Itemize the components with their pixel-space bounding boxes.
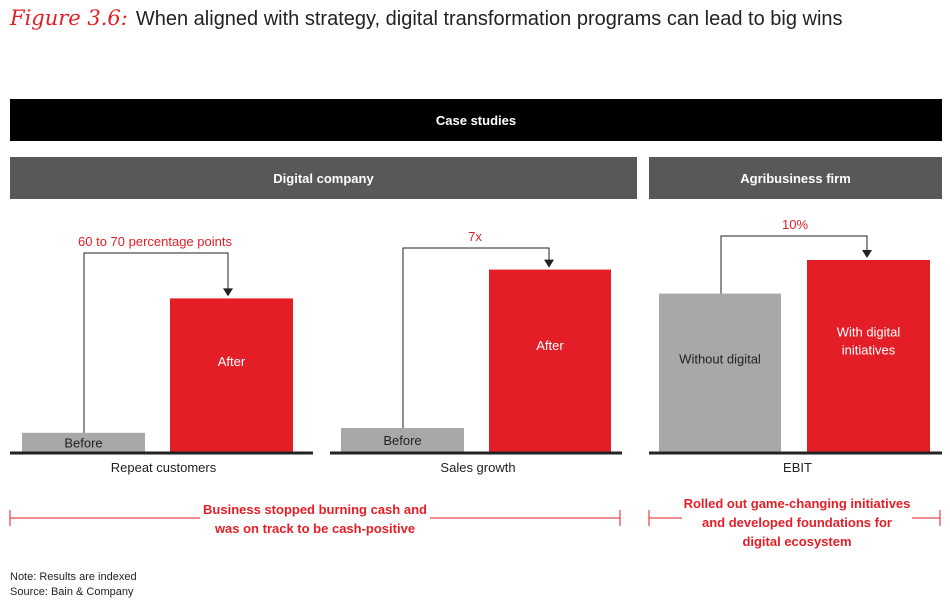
agribusiness-header: Agribusiness firm [649,157,942,199]
bar-label-1: Before [383,433,421,448]
bar-1 [341,428,464,452]
chart-panel-3: Without digital With digital initiatives EB… [649,217,942,475]
figure-title-text: When aligned with strategy, digital tran… [135,8,843,30]
digital-company-label: Digital company [273,170,374,186]
bracket-arrowhead [223,288,233,297]
change-annotation: 7x [468,229,482,244]
x-axis-label: Sales growth [440,460,515,475]
change-bracket [720,235,868,294]
note-text: Note: Results are indexed [10,571,137,583]
change-bracket [402,247,550,428]
change-annotation: 10% [782,217,808,232]
bar-2 [489,269,611,452]
footnotes: Note: Results are indexed Source: Bain &… [10,570,137,600]
bar-label-line: initiatives [842,342,896,357]
bar-label-1: Without digital [679,351,761,366]
case-studies-header: Case studies [10,99,942,141]
bracket-arrowhead [544,259,554,268]
outcome-text-agri: Rolled out game-changing initiatives and… [682,494,912,551]
figure-label: Figure 3.6: [10,6,128,30]
x-axis-label: Repeat customers [111,460,217,475]
chart-panels: Before After Repeat customers 60 to 70 perc… [10,217,942,475]
bracket-arrowhead [862,250,872,258]
agribusiness-label: Agribusiness firm [740,170,851,186]
x-axis-label: EBIT [783,460,812,475]
bar-label-2: After [218,354,246,369]
bar-label-2: With digital initiatives [837,324,901,357]
bar-label-line: With digital [837,324,901,339]
bar-label-1: Before [64,435,102,450]
change-annotation: 60 to 70 percentage points [78,234,232,249]
bar-2 [170,298,293,452]
outcome-text-digital: Business stopped burning cash and was on… [200,500,430,538]
chart-panel-1: Before After Repeat customers 60 to 70 perc… [10,234,313,475]
chart-panel-2: Before After Sales growth 7x [330,229,622,475]
case-studies-label: Case studies [435,112,517,128]
bar-2 [807,260,930,452]
bar-1 [659,293,781,452]
change-bracket [83,252,229,433]
bar-1 [22,432,145,452]
source-text: Source: Bain & Company [10,586,134,598]
bar-label-2: After [536,338,564,353]
figure-title: Figure 3.6: When aligned with strategy, d… [10,6,843,31]
digital-company-header: Digital company [10,157,637,199]
